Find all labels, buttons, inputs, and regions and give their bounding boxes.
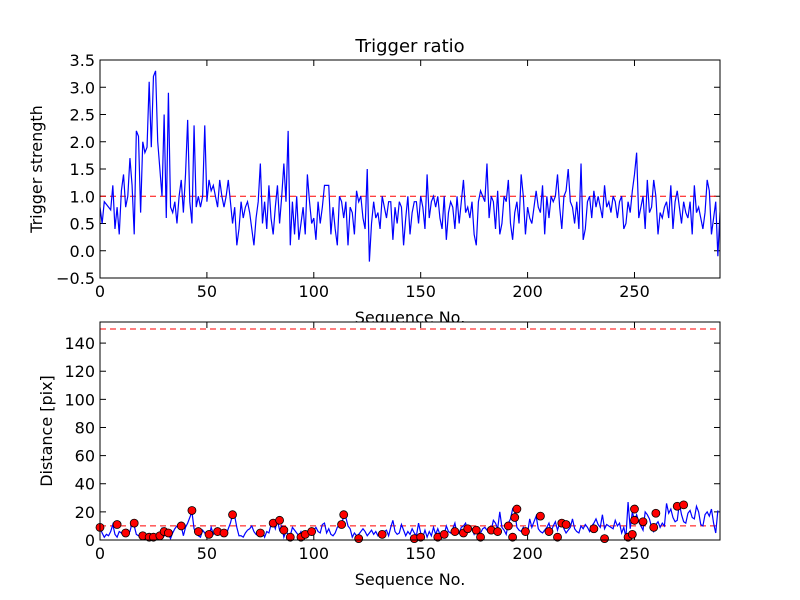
distance-marker: [627, 529, 637, 539]
top-x-tick-label: 250: [619, 282, 650, 301]
top-y-tick-label: 2.5: [70, 106, 95, 125]
bottom-x-tick-label: 100: [299, 544, 330, 563]
distance-marker: [589, 524, 599, 534]
top-y-tick-label: 1.0: [70, 187, 95, 206]
bottom-plot-background: [100, 322, 720, 540]
top-series-group: [100, 70, 720, 262]
distance-marker: [600, 534, 609, 543]
distance-marker: [354, 534, 364, 543]
bottom-plot-frame: [99, 321, 721, 541]
distance-marker: [630, 504, 639, 514]
bottom-y-tick-label: 0: [85, 531, 95, 550]
distance-marker: [255, 528, 265, 538]
distance-marker: [416, 532, 426, 542]
distance-marker: [187, 506, 197, 515]
bottom-y-tick-label: 40: [75, 475, 95, 494]
top-y-tick-label: −0.5: [56, 269, 95, 288]
distance-marker: [121, 528, 131, 538]
top-x-tick-label: 150: [405, 282, 436, 301]
distance-marker: [439, 529, 449, 539]
distance-marker: [204, 529, 214, 539]
distance-marker: [275, 515, 284, 525]
distance-marker: [521, 527, 530, 536]
bottom-x-tick-label: 50: [197, 544, 217, 563]
top-plot-frame: [99, 59, 721, 279]
distance-marker: [553, 532, 562, 542]
bottom-y-axis-label: Distance [pix]: [37, 375, 56, 487]
bottom-threshold-lines: [100, 328, 720, 527]
bottom-x-tick-label: 0: [95, 544, 105, 563]
distance-marker: [337, 520, 346, 529]
distance-marker: [476, 532, 485, 542]
top-x-tick-label: 100: [299, 282, 330, 301]
distance-marker: [630, 515, 639, 525]
top-y-tick-label: 3.0: [70, 78, 95, 97]
bottom-x-tick-label: 150: [405, 544, 436, 563]
top-y-tick-label: 3.5: [70, 51, 95, 70]
top-axis-ticks: 0 50 100 150 200 250 −0.5 0.0 0.5 1.0 1.5 2.0 2.5 3.0…: [56, 51, 720, 301]
bottom-markers-group: [95, 500, 689, 543]
bottom-y-tick-label: 60: [75, 447, 95, 466]
bottom-axis-ticks: 0 50 100 150 200 250 0 20 40 60 80 100 120 140: [64, 322, 720, 563]
top-x-tick-label: 0: [95, 282, 105, 301]
distance-marker: [450, 527, 460, 536]
distance-marker: [164, 528, 173, 538]
distance-marker: [219, 528, 229, 538]
distance-marker: [493, 527, 503, 536]
distance-marker: [649, 522, 659, 532]
distance-marker: [129, 518, 139, 528]
distance-marker: [510, 513, 520, 522]
distance-marker: [651, 508, 661, 518]
bottom-y-tick-label: 140: [64, 334, 95, 353]
top-y-axis-label: Trigger strength: [27, 105, 46, 234]
distance-marker: [193, 527, 203, 536]
distance-marker: [279, 525, 289, 535]
bottom-y-tick-label: 20: [75, 503, 95, 522]
bottom-series-group: [100, 501, 719, 540]
top-x-tick-label: 200: [512, 282, 543, 301]
distance-marker: [285, 532, 295, 542]
bottom-y-tick-label: 80: [75, 418, 95, 437]
distance-marker: [503, 521, 513, 531]
bottom-series-line: [100, 501, 719, 540]
distance-marker: [228, 510, 237, 520]
top-chart-title: Trigger ratio: [354, 36, 464, 57]
distance-marker: [508, 532, 518, 542]
distance-marker: [561, 520, 571, 529]
bottom-x-tick-label: 200: [512, 544, 543, 563]
trigger-ratio-chart: Trigger ratio 0 50 100 150 200 250 −0.5 0.0 0.5 1…: [27, 36, 721, 327]
top-y-tick-label: 1.5: [70, 160, 95, 179]
bottom-x-tick-label: 250: [619, 544, 650, 563]
top-y-tick-label: 0.0: [70, 242, 95, 261]
distance-marker: [512, 504, 522, 514]
distance-marker: [544, 527, 554, 536]
top-series-line: [100, 70, 720, 262]
distance-marker: [339, 510, 349, 520]
distance-marker: [638, 517, 648, 527]
distance-marker: [679, 500, 689, 510]
distance-marker: [536, 511, 545, 521]
distance-chart: 0 50 100 150 200 250 0 20 40 60 80 100 120 140 Sequen…: [37, 321, 721, 589]
bottom-x-axis-label: Sequence No.: [355, 570, 466, 589]
distance-marker: [307, 527, 317, 536]
top-y-tick-label: 0.5: [70, 215, 95, 234]
bottom-y-tick-label: 120: [64, 362, 95, 381]
distance-marker: [112, 520, 122, 529]
bottom-y-tick-label: 100: [64, 390, 95, 409]
top-x-tick-label: 50: [197, 282, 217, 301]
distance-marker: [176, 521, 186, 531]
distance-marker: [463, 524, 473, 534]
distance-marker: [471, 525, 481, 535]
distance-marker: [377, 529, 387, 539]
top-y-tick-label: 2.0: [70, 133, 95, 152]
